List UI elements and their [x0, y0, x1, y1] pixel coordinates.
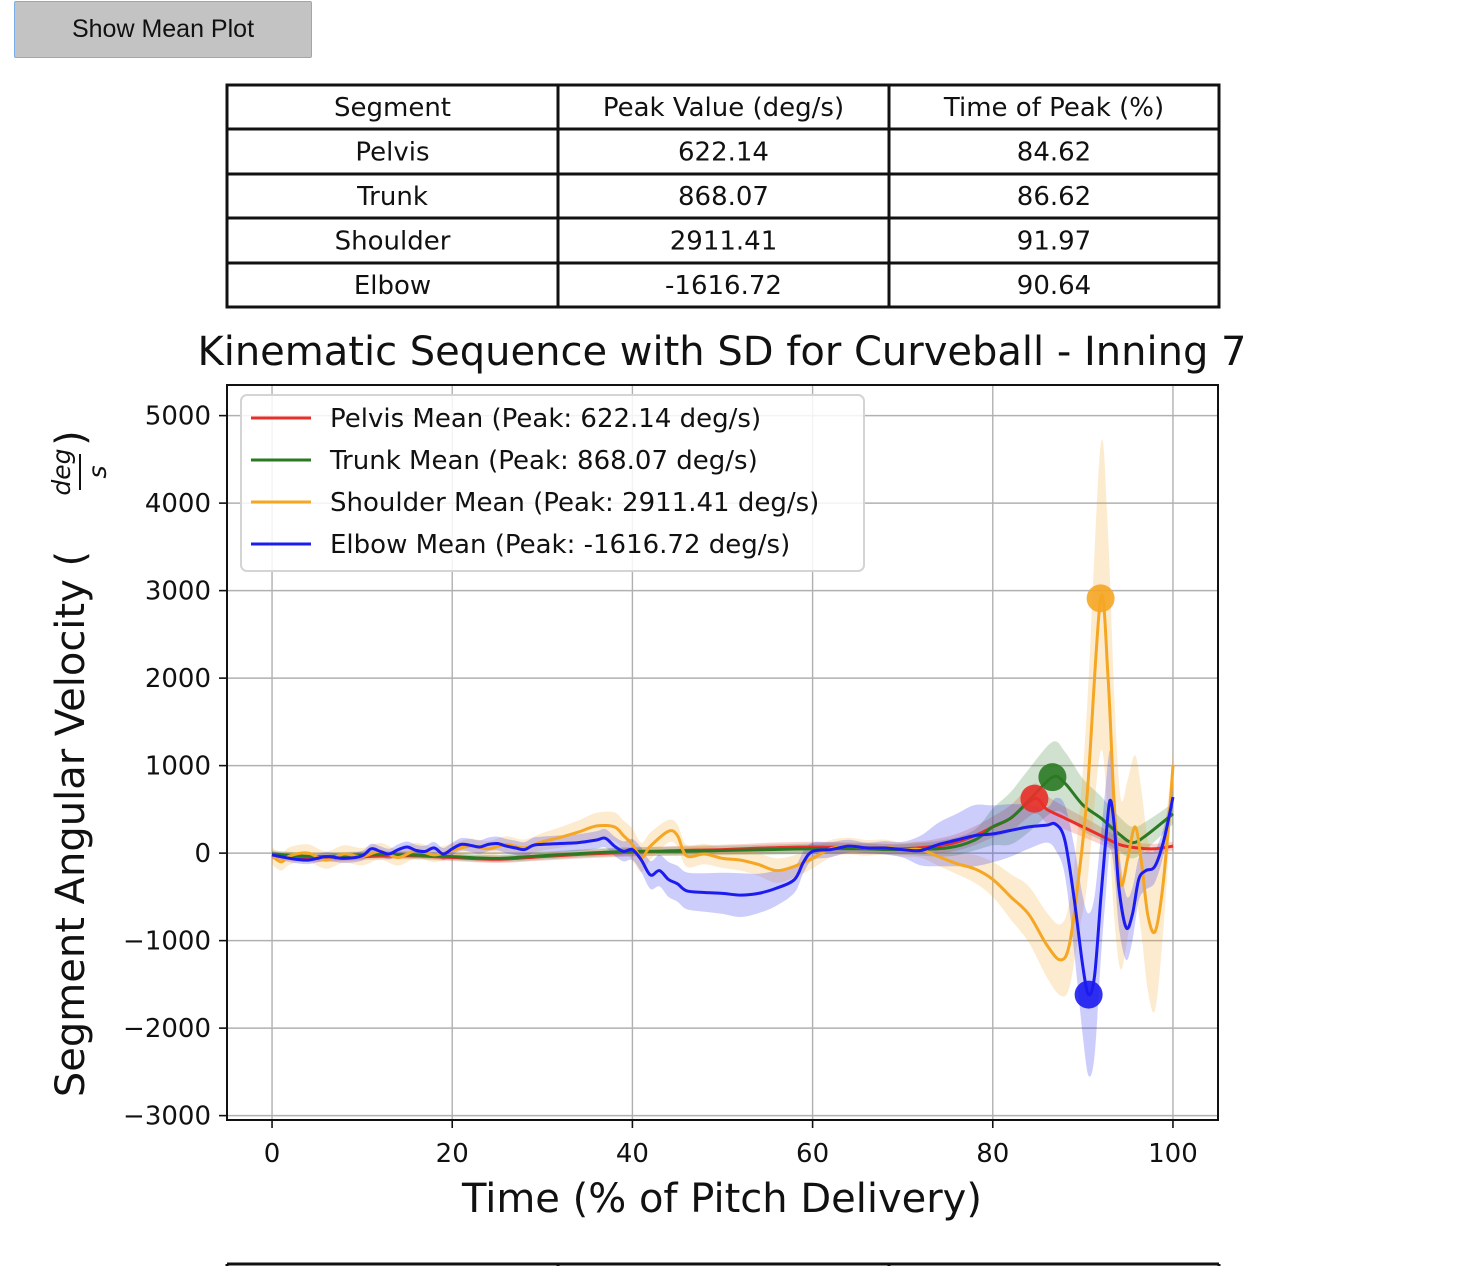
pelvis-peak-marker — [1020, 784, 1049, 813]
trunk-legend-label: Trunk Mean (Peak: 868.07 deg/s) — [329, 446, 758, 476]
x-tick-label: 0 — [264, 1139, 281, 1169]
x-tick-label: 20 — [436, 1139, 469, 1169]
legend: Pelvis Mean (Peak: 622.14 deg/s) Trunk Me… — [240, 394, 865, 572]
legend-box — [240, 394, 865, 572]
shoulder-legend-label: Shoulder Mean (Peak: 2911.41 deg/s) — [330, 488, 819, 518]
y-axis-label-unit-denominator: s — [83, 465, 112, 478]
y-tick-label: 4000 — [145, 489, 211, 519]
x-tick-label: 80 — [976, 1139, 1009, 1169]
y-axis-ticks: 5000 4000 3000 2000 1000 0 −1000 −2000 −3000 — [123, 402, 227, 1132]
show-mean-plot-button[interactable]: Show Mean Plot — [14, 1, 312, 58]
table-cell: -1616.72 — [665, 271, 782, 301]
x-axis-label: Time (% of Pitch Delivery) — [461, 1176, 982, 1222]
y-tick-label: 2000 — [145, 664, 211, 694]
table-cell: 84.62 — [1017, 138, 1091, 168]
shoulder-peak-marker — [1086, 584, 1115, 613]
peak-summary-table: Segment Peak Value (deg/s) Time of Peak (%… — [225, 83, 1221, 309]
elbow-sd-band — [272, 750, 1173, 1077]
table-header-cell: Segment — [334, 93, 451, 123]
elbow-legend-label: Elbow Mean (Peak: -1616.72 deg/s) — [330, 530, 790, 560]
y-tick-label: 5000 — [145, 402, 211, 432]
y-tick-label: 1000 — [145, 752, 211, 782]
table-cell: 622.14 — [678, 138, 769, 168]
y-axis-label-unit-numerator: deg — [47, 448, 76, 495]
x-axis-ticks: 0 20 40 60 80 100 — [264, 1120, 1198, 1169]
table-cell: 2911.41 — [670, 227, 778, 257]
table-cell: 86.62 — [1017, 182, 1091, 212]
shoulder-sd-band — [272, 439, 1173, 1013]
x-tick-label: 100 — [1148, 1139, 1198, 1169]
y-axis-label-close: ) — [48, 430, 94, 446]
pelvis-legend-label: Pelvis Mean (Peak: 622.14 deg/s) — [330, 404, 761, 434]
y-tick-label: −2000 — [123, 1014, 211, 1044]
y-tick-label: −1000 — [123, 927, 211, 957]
table-cell: Elbow — [354, 271, 431, 301]
chart-title: Kinematic Sequence with SD for Curveball… — [197, 329, 1246, 375]
y-tick-label: 0 — [194, 839, 211, 869]
y-tick-label: 3000 — [145, 577, 211, 607]
y-axis-label: Segment Angular Velocity ( deg s ) — [47, 430, 112, 1097]
x-tick-label: 40 — [616, 1139, 649, 1169]
y-axis-label-main: Segment Angular Velocity ( — [48, 551, 94, 1097]
table-cell: 868.07 — [678, 182, 769, 212]
peak-markers — [1020, 584, 1115, 1009]
trunk-peak-marker — [1038, 763, 1067, 792]
y-tick-label: −3000 — [123, 1102, 211, 1132]
plot-frame — [226, 384, 1219, 1121]
elbow-peak-marker — [1074, 980, 1103, 1009]
table-header-cell: Peak Value (deg/s) — [603, 93, 844, 123]
x-tick-label: 60 — [796, 1139, 829, 1169]
table-cell: Pelvis — [355, 138, 429, 168]
table-border — [225, 83, 1221, 309]
table-cell: 90.64 — [1017, 271, 1091, 301]
table-cell: Trunk — [356, 182, 428, 212]
table-cell: 91.97 — [1017, 227, 1091, 257]
table-cell: Shoulder — [335, 227, 451, 257]
table-header-cell: Time of Peak (%) — [943, 93, 1164, 123]
